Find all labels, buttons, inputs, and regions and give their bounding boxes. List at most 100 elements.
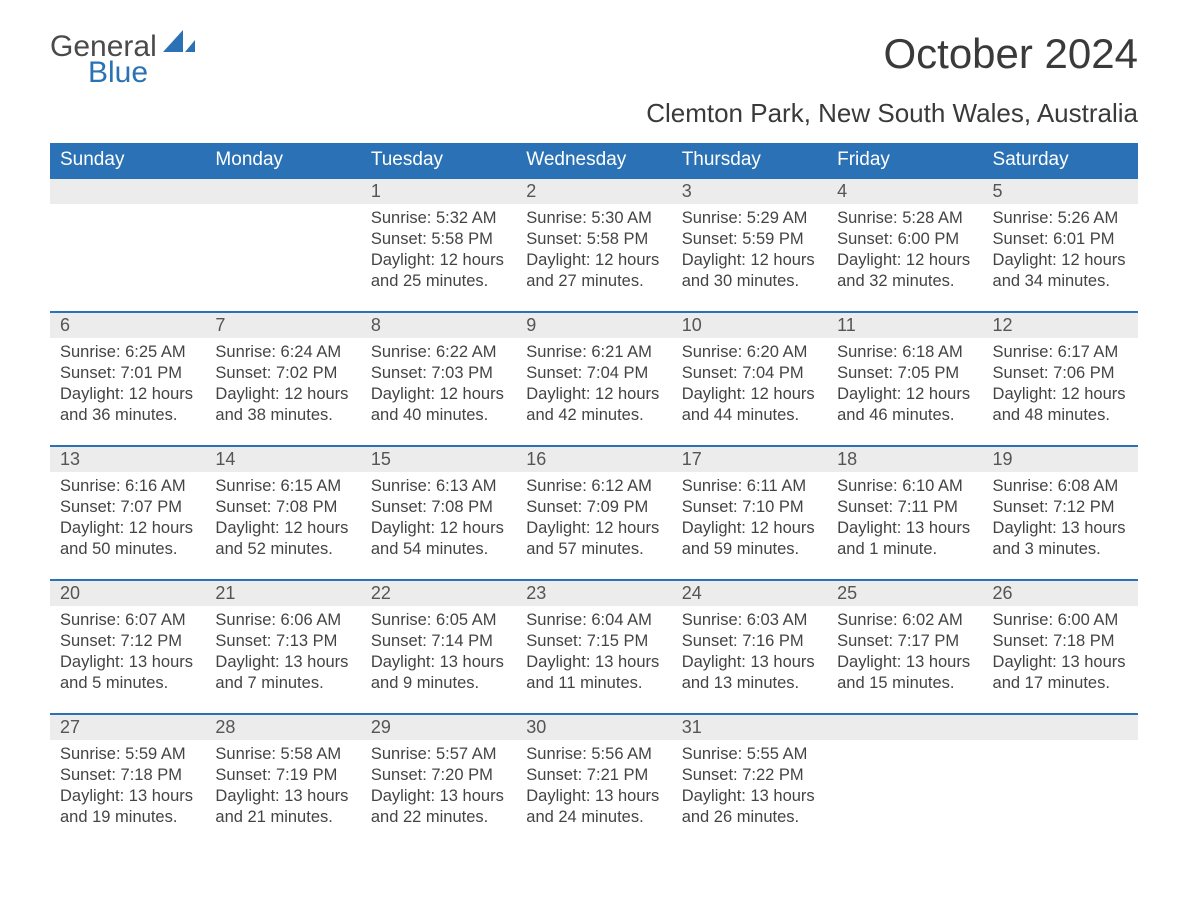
sunrise-line: Sunrise: 5:57 AM (371, 744, 506, 765)
sunrise-line: Sunrise: 6:10 AM (837, 476, 972, 497)
sunrise-line: Sunrise: 5:55 AM (682, 744, 817, 765)
sunrise-line: Sunrise: 6:22 AM (371, 342, 506, 363)
sunset-line: Sunset: 7:12 PM (60, 631, 195, 652)
sunset-line: Sunset: 7:18 PM (60, 765, 195, 786)
sunrise-line: Sunrise: 5:58 AM (215, 744, 350, 765)
day-number (827, 714, 982, 740)
sunset-line: Sunset: 7:05 PM (837, 363, 972, 384)
day-number: 8 (361, 312, 516, 338)
day-cell: Sunrise: 5:58 AMSunset: 7:19 PMDaylight:… (205, 740, 360, 848)
day-number (983, 714, 1138, 740)
sunset-line: Sunset: 5:58 PM (526, 229, 661, 250)
daylight-line: Daylight: 13 hours and 11 minutes. (526, 652, 661, 694)
day-number: 26 (983, 580, 1138, 606)
sunset-line: Sunset: 7:06 PM (993, 363, 1128, 384)
day-cell: Sunrise: 6:07 AMSunset: 7:12 PMDaylight:… (50, 606, 205, 714)
day-cell: Sunrise: 6:10 AMSunset: 7:11 PMDaylight:… (827, 472, 982, 580)
day-number: 7 (205, 312, 360, 338)
day-number: 20 (50, 580, 205, 606)
sunrise-line: Sunrise: 6:18 AM (837, 342, 972, 363)
sail-icon (163, 30, 197, 61)
sunset-line: Sunset: 7:19 PM (215, 765, 350, 786)
calendar-table: SundayMondayTuesdayWednesdayThursdayFrid… (50, 143, 1138, 848)
daylight-line: Daylight: 12 hours and 32 minutes. (837, 250, 972, 292)
sunset-line: Sunset: 7:08 PM (215, 497, 350, 518)
daylight-line: Daylight: 12 hours and 52 minutes. (215, 518, 350, 560)
daylight-line: Daylight: 13 hours and 5 minutes. (60, 652, 195, 694)
daylight-line: Daylight: 12 hours and 42 minutes. (526, 384, 661, 426)
sunrise-line: Sunrise: 6:06 AM (215, 610, 350, 631)
daylight-line: Daylight: 12 hours and 40 minutes. (371, 384, 506, 426)
day-number: 11 (827, 312, 982, 338)
daylight-line: Daylight: 12 hours and 44 minutes. (682, 384, 817, 426)
daylight-line: Daylight: 12 hours and 50 minutes. (60, 518, 195, 560)
sunrise-line: Sunrise: 6:21 AM (526, 342, 661, 363)
sunset-line: Sunset: 7:04 PM (526, 363, 661, 384)
day-cell: Sunrise: 6:18 AMSunset: 7:05 PMDaylight:… (827, 338, 982, 446)
day-number-row: 2728293031 (50, 714, 1138, 740)
daylight-line: Daylight: 12 hours and 36 minutes. (60, 384, 195, 426)
daylight-line: Daylight: 12 hours and 25 minutes. (371, 250, 506, 292)
sunset-line: Sunset: 7:16 PM (682, 631, 817, 652)
sunrise-line: Sunrise: 6:00 AM (993, 610, 1128, 631)
day-number: 15 (361, 446, 516, 472)
logo-line2: Blue (88, 56, 157, 90)
daylight-line: Daylight: 12 hours and 30 minutes. (682, 250, 817, 292)
daylight-line: Daylight: 13 hours and 26 minutes. (682, 786, 817, 828)
day-number: 12 (983, 312, 1138, 338)
day-cell: Sunrise: 5:28 AMSunset: 6:00 PMDaylight:… (827, 204, 982, 312)
daylight-line: Daylight: 13 hours and 17 minutes. (993, 652, 1128, 694)
day-body-row: Sunrise: 5:59 AMSunset: 7:18 PMDaylight:… (50, 740, 1138, 848)
day-cell: Sunrise: 6:08 AMSunset: 7:12 PMDaylight:… (983, 472, 1138, 580)
day-number: 23 (516, 580, 671, 606)
sunrise-line: Sunrise: 6:25 AM (60, 342, 195, 363)
day-cell: Sunrise: 6:21 AMSunset: 7:04 PMDaylight:… (516, 338, 671, 446)
day-number: 21 (205, 580, 360, 606)
day-cell: Sunrise: 6:24 AMSunset: 7:02 PMDaylight:… (205, 338, 360, 446)
sunrise-line: Sunrise: 6:16 AM (60, 476, 195, 497)
day-number: 30 (516, 714, 671, 740)
day-number (205, 178, 360, 204)
day-cell: Sunrise: 6:16 AMSunset: 7:07 PMDaylight:… (50, 472, 205, 580)
day-cell: Sunrise: 6:22 AMSunset: 7:03 PMDaylight:… (361, 338, 516, 446)
sunrise-line: Sunrise: 6:07 AM (60, 610, 195, 631)
sunset-line: Sunset: 7:21 PM (526, 765, 661, 786)
day-number: 19 (983, 446, 1138, 472)
logo: General Blue (50, 30, 197, 90)
sunset-line: Sunset: 7:22 PM (682, 765, 817, 786)
sunset-line: Sunset: 7:12 PM (993, 497, 1128, 518)
day-cell: Sunrise: 6:05 AMSunset: 7:14 PMDaylight:… (361, 606, 516, 714)
daylight-line: Daylight: 13 hours and 22 minutes. (371, 786, 506, 828)
weekday-header: Thursday (672, 143, 827, 178)
day-number-row: 13141516171819 (50, 446, 1138, 472)
day-cell: Sunrise: 6:03 AMSunset: 7:16 PMDaylight:… (672, 606, 827, 714)
sunrise-line: Sunrise: 6:20 AM (682, 342, 817, 363)
sunset-line: Sunset: 6:00 PM (837, 229, 972, 250)
day-cell (205, 204, 360, 312)
daylight-line: Daylight: 12 hours and 57 minutes. (526, 518, 661, 560)
day-cell: Sunrise: 6:13 AMSunset: 7:08 PMDaylight:… (361, 472, 516, 580)
weekday-header-row: SundayMondayTuesdayWednesdayThursdayFrid… (50, 143, 1138, 178)
day-cell (50, 204, 205, 312)
sunset-line: Sunset: 7:07 PM (60, 497, 195, 518)
day-number: 2 (516, 178, 671, 204)
day-cell: Sunrise: 6:11 AMSunset: 7:10 PMDaylight:… (672, 472, 827, 580)
sunset-line: Sunset: 7:18 PM (993, 631, 1128, 652)
sunrise-line: Sunrise: 6:12 AM (526, 476, 661, 497)
day-number-row: 12345 (50, 178, 1138, 204)
sunrise-line: Sunrise: 6:15 AM (215, 476, 350, 497)
sunrise-line: Sunrise: 5:32 AM (371, 208, 506, 229)
sunset-line: Sunset: 7:01 PM (60, 363, 195, 384)
day-number: 17 (672, 446, 827, 472)
day-number: 18 (827, 446, 982, 472)
sunset-line: Sunset: 7:11 PM (837, 497, 972, 518)
sunset-line: Sunset: 7:14 PM (371, 631, 506, 652)
daylight-line: Daylight: 13 hours and 13 minutes. (682, 652, 817, 694)
day-cell: Sunrise: 6:20 AMSunset: 7:04 PMDaylight:… (672, 338, 827, 446)
day-cell: Sunrise: 6:15 AMSunset: 7:08 PMDaylight:… (205, 472, 360, 580)
day-cell (983, 740, 1138, 848)
sunrise-line: Sunrise: 6:24 AM (215, 342, 350, 363)
day-cell: Sunrise: 5:57 AMSunset: 7:20 PMDaylight:… (361, 740, 516, 848)
day-number: 25 (827, 580, 982, 606)
daylight-line: Daylight: 12 hours and 46 minutes. (837, 384, 972, 426)
